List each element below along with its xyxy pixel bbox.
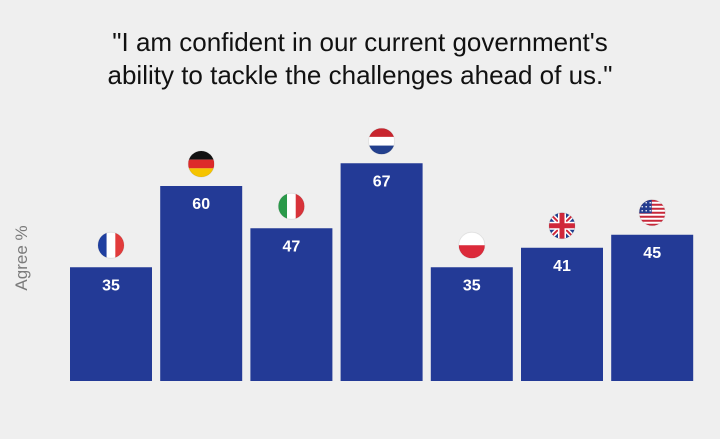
bar-france bbox=[70, 267, 152, 381]
germany-flag-icon bbox=[187, 150, 215, 178]
chart-title-line-1: "I am confident in our current governmen… bbox=[112, 27, 608, 57]
data-label: 60 bbox=[192, 196, 210, 213]
bar-united-states bbox=[611, 234, 694, 381]
france-flag-icon bbox=[97, 231, 125, 259]
bar-netherlands bbox=[340, 163, 423, 381]
netherlands-flag-icon bbox=[368, 127, 396, 155]
poland-flag-icon bbox=[458, 231, 486, 259]
y-axis-label: Agree % bbox=[12, 225, 31, 290]
italy-flag-icon bbox=[277, 192, 305, 220]
bar-united-kingdom bbox=[521, 247, 603, 381]
bar-poland bbox=[430, 267, 513, 381]
data-label: 35 bbox=[463, 277, 481, 294]
data-label: 45 bbox=[643, 245, 661, 262]
chart-title-line-2: ability to tackle the challenges ahead o… bbox=[107, 60, 613, 90]
usa-flag-icon bbox=[638, 199, 666, 227]
data-label: 35 bbox=[102, 277, 120, 294]
uk-flag-icon bbox=[548, 212, 576, 240]
data-label: 67 bbox=[373, 173, 391, 190]
bar-germany bbox=[160, 186, 243, 381]
data-label: 47 bbox=[283, 238, 301, 255]
bar-italy bbox=[250, 228, 333, 381]
data-label: 41 bbox=[553, 258, 571, 275]
chart-title: "I am confident in our current governmen… bbox=[0, 26, 720, 92]
